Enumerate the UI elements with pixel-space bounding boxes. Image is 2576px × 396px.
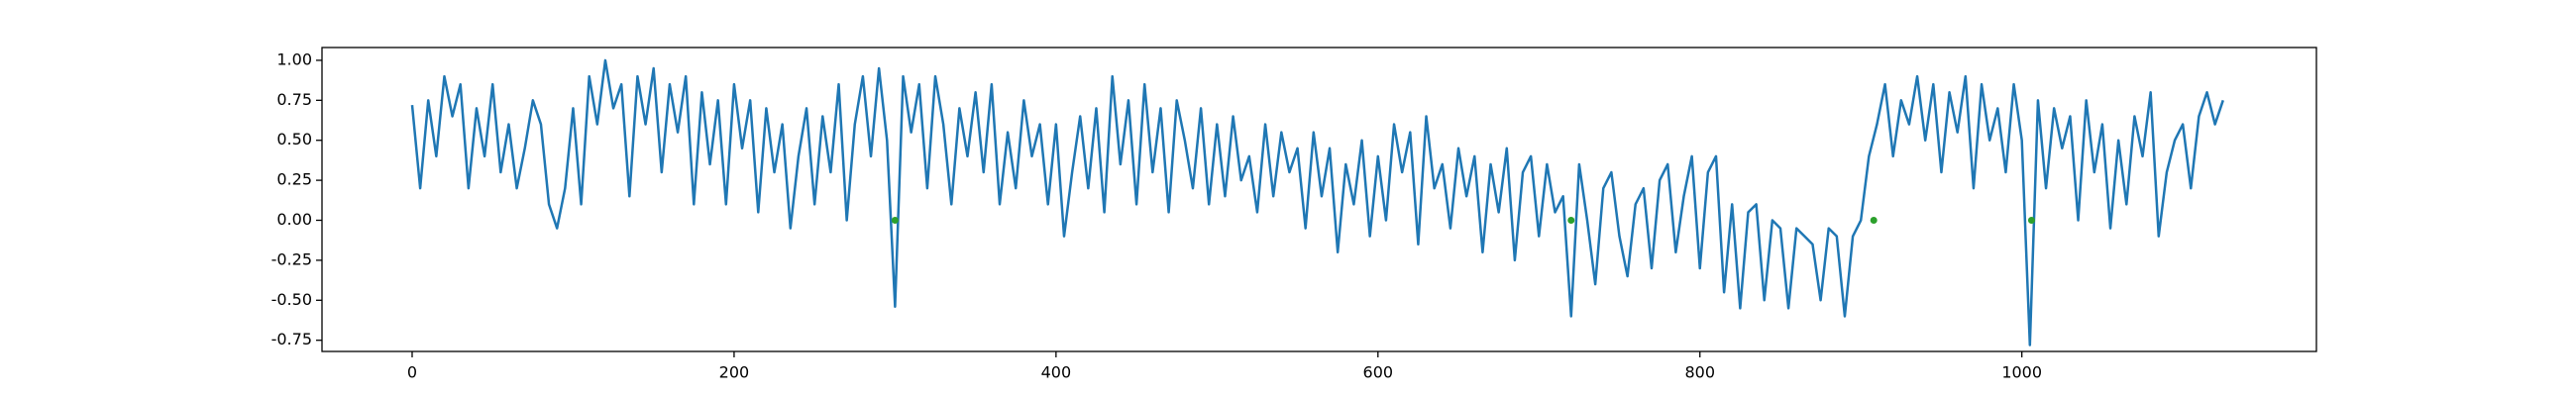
y-tick-label: -0.50 — [271, 290, 312, 309]
x-tick-label: 1000 — [2001, 363, 2042, 382]
plot-frame — [321, 47, 2317, 352]
x-tick-label: 200 — [719, 363, 750, 382]
marker — [2027, 217, 2035, 225]
y-tick-label: 0.00 — [276, 210, 312, 229]
x-tick-label: 0 — [407, 363, 417, 382]
y-tick-label: 0.75 — [276, 90, 312, 109]
y-tick-label: -0.75 — [271, 330, 312, 348]
y-tick-label: 1.00 — [276, 50, 312, 68]
marker — [1567, 217, 1575, 225]
data-line — [410, 58, 2224, 346]
x-tick-label: 400 — [1041, 363, 1072, 382]
marker — [891, 217, 899, 225]
x-tick-label: 800 — [1684, 363, 1715, 382]
marker — [1870, 217, 1878, 225]
y-tick-label: -0.25 — [271, 249, 312, 268]
x-tick-label: 600 — [1363, 363, 1394, 382]
y-tick-label: 0.50 — [276, 130, 312, 148]
y-tick-label: 0.25 — [276, 170, 312, 189]
